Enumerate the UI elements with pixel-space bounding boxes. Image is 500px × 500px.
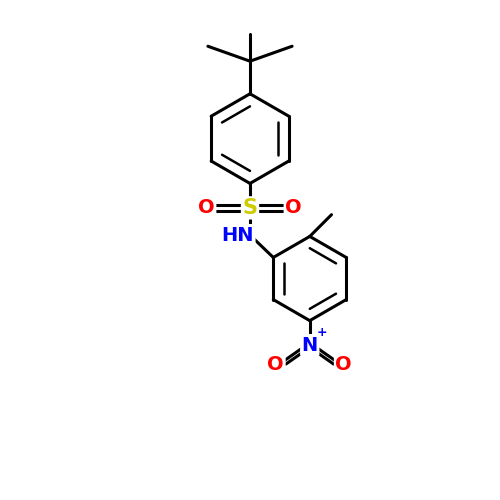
Text: O: O — [285, 198, 302, 218]
Text: O: O — [268, 354, 284, 374]
Text: +: + — [316, 326, 328, 340]
Text: HN: HN — [222, 226, 254, 244]
Text: O: O — [198, 198, 215, 218]
Text: S: S — [242, 198, 258, 218]
Text: O: O — [336, 354, 352, 374]
Text: N: N — [302, 336, 318, 354]
